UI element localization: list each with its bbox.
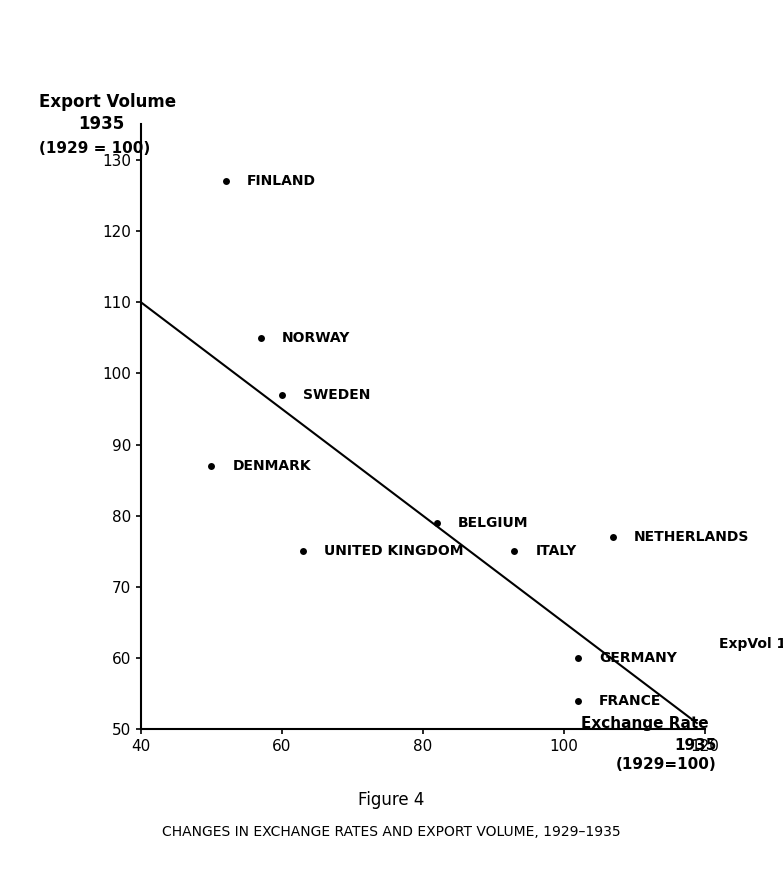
Text: SWEDEN: SWEDEN	[303, 388, 370, 402]
Text: BELGIUM: BELGIUM	[458, 516, 529, 530]
Text: NETHERLANDS: NETHERLANDS	[634, 530, 749, 544]
Text: 1935: 1935	[674, 738, 716, 753]
Text: Exchange Rate: Exchange Rate	[581, 716, 709, 731]
Text: 1935: 1935	[78, 116, 124, 133]
Text: (1929=100): (1929=100)	[615, 757, 716, 773]
Text: UNITED KINGDOM: UNITED KINGDOM	[324, 544, 464, 558]
Text: GERMANY: GERMANY	[599, 651, 677, 665]
Text: CHANGES IN EXCHANGE RATES AND EXPORT VOLUME, 1929–1935: CHANGES IN EXCHANGE RATES AND EXPORT VOL…	[162, 825, 621, 838]
Text: FINLAND: FINLAND	[247, 174, 316, 188]
Text: NORWAY: NORWAY	[282, 331, 350, 345]
Text: FRANCE: FRANCE	[599, 693, 662, 708]
Text: Export Volume: Export Volume	[39, 93, 176, 111]
Text: ExpVol 1935 = 1.39 - 0.0075 ER 1935: ExpVol 1935 = 1.39 - 0.0075 ER 1935	[719, 637, 783, 651]
Text: DENMARK: DENMARK	[233, 459, 311, 473]
Text: (1929 = 100): (1929 = 100)	[39, 140, 150, 156]
Text: Figure 4: Figure 4	[359, 790, 424, 808]
Text: ITALY: ITALY	[536, 544, 577, 558]
